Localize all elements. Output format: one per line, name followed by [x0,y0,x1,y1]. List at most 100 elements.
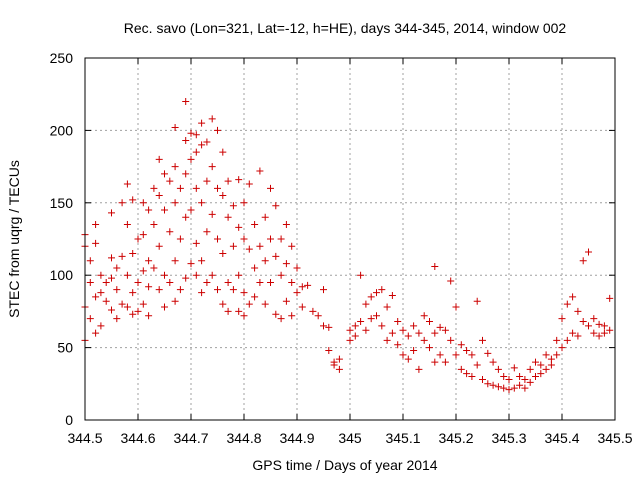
data-point [410,322,418,330]
data-point [441,326,449,334]
data-point [187,155,195,163]
data-point [574,332,582,340]
data-point [468,351,476,359]
data-point [320,322,327,330]
data-point [532,358,539,366]
data-point [404,332,412,340]
data-point [489,358,497,366]
data-point [86,315,94,323]
data-points [81,97,614,394]
data-point [240,199,248,207]
data-point [171,199,179,207]
data-point [272,252,280,260]
data-point [606,294,614,302]
data-point [335,355,343,363]
data-point [526,378,534,386]
data-point [134,235,142,243]
data-point [351,322,359,330]
data-point [590,329,598,337]
data-point [182,137,190,145]
data-point [314,312,322,320]
x-tick-label: 344.5 [67,430,102,446]
data-point [547,361,555,369]
data-point [123,303,131,311]
data-point [192,184,200,192]
data-point [415,365,423,373]
data-point [357,318,365,326]
data-point [198,257,206,265]
data-point [585,248,592,256]
data-point [235,307,243,315]
data-point [224,278,232,286]
data-point [245,180,253,188]
data-point [261,213,269,221]
data-point [198,119,206,127]
data-point [563,300,571,308]
chart-title: Rec. savo (Lon=321, Lat=-12, h=HE), days… [124,20,567,36]
data-point [208,271,216,279]
data-point [166,278,174,286]
data-point [192,131,200,139]
data-point [367,315,375,323]
data-point [426,344,433,352]
data-point [198,141,206,149]
data-point [309,307,317,315]
data-point [335,365,343,373]
x-tick-label: 344.6 [120,430,155,446]
data-point [595,332,603,340]
data-point [532,373,539,381]
x-axis-label: GPS time / Days of year 2014 [252,457,437,473]
data-point [108,306,115,314]
data-point [288,312,296,320]
data-point [176,235,184,243]
data-point [108,209,115,217]
data-point [431,358,439,366]
data-point [542,365,550,373]
data-point [367,293,375,301]
data-point [256,242,264,250]
data-point [92,329,100,337]
data-point [479,375,486,383]
data-point [558,344,566,352]
data-point [155,155,163,163]
data-point [150,221,158,229]
data-point [288,242,296,250]
data-point [362,300,370,308]
data-point [357,271,365,279]
data-point [108,274,115,282]
data-point [219,148,227,156]
data-point [219,249,227,257]
data-point [505,375,513,383]
data-point [404,355,412,363]
data-point [92,293,100,301]
y-tick-label: 200 [50,122,74,138]
data-point [235,271,243,279]
data-point [383,336,391,344]
data-point [494,365,502,373]
data-point [155,286,163,294]
data-point [182,170,190,178]
data-point [139,231,147,239]
data-point [192,239,200,247]
data-point [166,228,174,236]
data-point [245,245,253,253]
data-point [229,202,237,210]
data-point [505,386,513,394]
data-point [214,126,221,134]
data-point [484,380,492,388]
data-point [579,257,587,265]
data-point [208,115,216,123]
x-tick-label: 345.2 [438,430,473,446]
data-point [208,163,216,171]
axis-ticks: 344.5 344.6 344.7 344.8 344.9 345 345.1 345.2 34… [50,50,633,446]
data-point [277,235,285,243]
data-point [346,326,354,334]
data-point [86,257,94,265]
data-point [229,242,237,250]
data-point [251,221,259,229]
data-point [224,307,232,315]
y-tick-label: 50 [57,340,73,356]
data-point [203,177,211,185]
data-point [282,260,290,268]
data-point [415,329,423,337]
